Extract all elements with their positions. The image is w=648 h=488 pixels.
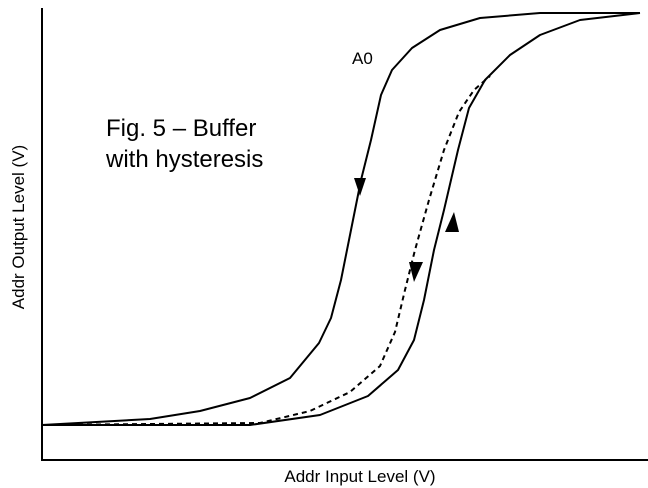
caption: Fig. 5 – Buffer [106, 115, 256, 142]
curve-label: A0 [352, 49, 373, 68]
arrow-down [354, 178, 366, 196]
y-axis-label: Addr Output Level (V) [9, 145, 28, 309]
arrow-up [445, 212, 459, 232]
falling-curve [41, 12, 640, 426]
rising-curve [42, 12, 641, 426]
caption: with hysteresis [105, 146, 263, 173]
arrow-down-dashed [409, 262, 423, 282]
x-axis-label: Addr Input Level (V) [284, 467, 435, 486]
dashed-curve [41, 75, 491, 426]
